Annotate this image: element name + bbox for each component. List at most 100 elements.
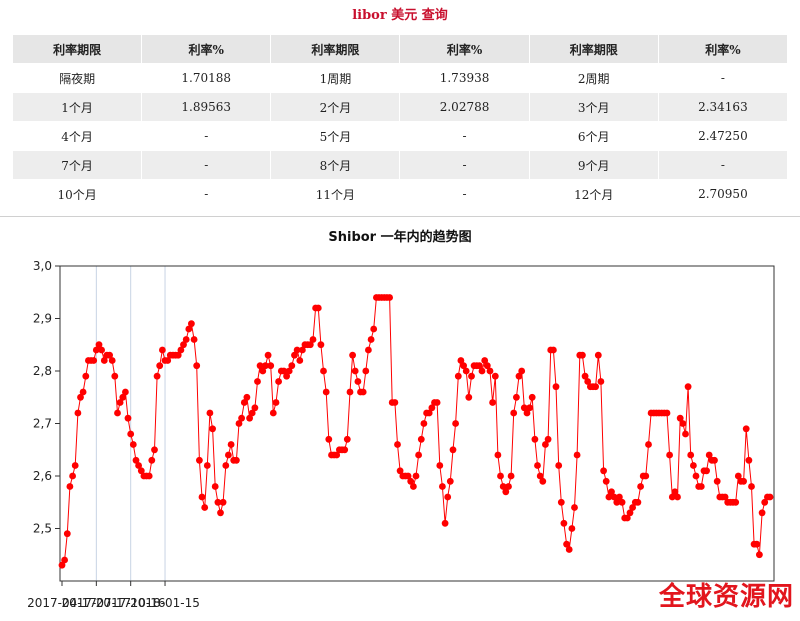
data-point — [539, 477, 547, 485]
data-point — [592, 383, 599, 391]
watermark: 全球资源网 — [658, 582, 794, 612]
data-point — [468, 372, 475, 380]
data-point — [106, 351, 113, 359]
data-point — [222, 462, 230, 469]
data-point — [518, 367, 526, 375]
table-cell: 1周期 — [270, 63, 401, 93]
plot-area-frame — [59, 265, 775, 582]
data-point — [756, 551, 763, 559]
data-point — [748, 483, 755, 490]
data-point — [74, 409, 82, 417]
shibor-chart-panel: Shibor 一年内的趋势图 2,5 2,6 2,7 2,8 2,9 3,0 2017-0… — [0, 216, 800, 617]
data-point — [193, 362, 201, 370]
y-axis: 2,5 2,6 2,7 2,8 2,9 3,0 — [33, 259, 60, 536]
data-point — [513, 393, 520, 401]
data-point — [732, 498, 740, 506]
table-cell: 2个月 — [270, 92, 401, 122]
data-point — [206, 409, 214, 417]
data-point — [721, 493, 729, 501]
data-point — [370, 325, 378, 333]
table-cell: 9个月 — [528, 150, 659, 180]
table-cell: 1.73938 — [399, 63, 530, 93]
data-point — [436, 462, 444, 469]
data-point — [211, 483, 219, 490]
data-point — [219, 498, 227, 506]
data-point — [362, 367, 370, 375]
data-point — [346, 388, 354, 396]
data-point — [262, 362, 269, 370]
data-point — [349, 351, 356, 359]
data-point — [333, 451, 341, 459]
data-point — [679, 420, 687, 427]
table-cell: 2.70950 — [657, 179, 789, 209]
data-point — [713, 477, 721, 485]
data-point — [711, 456, 718, 464]
data-point — [542, 441, 549, 448]
data-point — [481, 357, 489, 364]
data-point — [296, 357, 304, 364]
data-point — [396, 467, 404, 475]
data-point — [600, 467, 607, 475]
data-point — [254, 378, 261, 385]
data-point — [164, 357, 172, 364]
data-point — [95, 341, 103, 349]
data-point — [476, 362, 483, 370]
data-point — [317, 341, 325, 349]
data-point — [82, 372, 90, 380]
data-point — [565, 546, 573, 553]
data-point — [452, 420, 459, 427]
data-point — [671, 488, 679, 496]
y-tick-label: 2,8 — [33, 364, 52, 378]
table-cell: 12个月 — [528, 179, 659, 209]
data-point — [132, 456, 140, 464]
data-point — [201, 504, 209, 511]
data-point — [618, 498, 626, 506]
table-cell: 6个月 — [528, 121, 659, 151]
data-point — [745, 456, 753, 464]
table-cell: 11个月 — [270, 179, 401, 209]
column-header: 利率期限 — [11, 34, 143, 64]
data-point — [198, 493, 206, 501]
data-point — [433, 399, 441, 406]
data-point — [597, 378, 605, 385]
table-cell: 5个月 — [270, 121, 401, 151]
data-point — [225, 451, 232, 459]
data-point — [283, 372, 290, 380]
data-point — [272, 399, 280, 406]
y-tick-label: 2,5 — [33, 522, 52, 536]
data-point — [354, 378, 362, 385]
table-row: 4个月 - 5个月 - 6个月 2.47250 — [11, 121, 789, 151]
data-point — [269, 409, 277, 417]
data-point — [235, 420, 243, 427]
data-point — [359, 388, 367, 396]
data-point — [663, 409, 671, 417]
column-header: 利率% — [141, 34, 272, 64]
data-point — [687, 451, 695, 459]
data-point — [692, 472, 700, 480]
table-cell: - — [141, 179, 272, 209]
table-cell: 3个月 — [528, 92, 659, 122]
data-point — [510, 409, 518, 417]
column-header: 利率期限 — [528, 34, 659, 64]
data-point — [507, 472, 515, 480]
data-point — [645, 441, 652, 448]
data-point — [92, 346, 100, 354]
x-tick-label: 2018-01-15 — [130, 596, 200, 610]
data-point — [444, 493, 452, 501]
data-point — [626, 509, 634, 517]
data-point — [550, 346, 557, 354]
data-point — [365, 346, 372, 354]
table-cell: 1.70188 — [141, 63, 272, 93]
table-cell: - — [141, 121, 272, 151]
data-point — [343, 435, 351, 443]
data-point — [581, 372, 589, 380]
data-point — [497, 472, 504, 480]
data-point — [119, 393, 127, 401]
data-point — [742, 425, 750, 433]
data-point — [248, 409, 256, 417]
table-cell: 隔夜期 — [11, 63, 143, 93]
data-point — [66, 483, 74, 490]
x-tick-label: 2017-07-17 — [61, 596, 131, 610]
data-point — [63, 530, 71, 538]
data-point — [285, 367, 293, 375]
